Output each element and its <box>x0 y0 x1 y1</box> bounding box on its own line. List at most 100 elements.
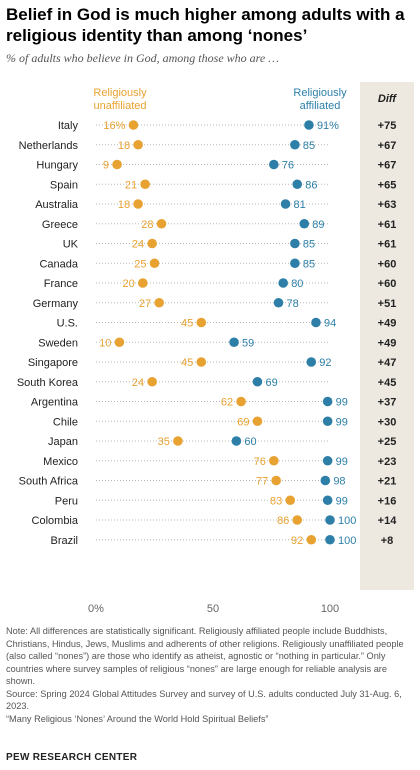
unaffiliated-dot <box>114 337 125 348</box>
unaffiliated-value: 27 <box>139 298 151 310</box>
affiliated-value: 86 <box>305 179 317 191</box>
diff-value: +30 <box>378 416 397 428</box>
unaffiliated-dot <box>236 396 246 407</box>
country-label: Chile <box>53 416 78 428</box>
unaffiliated-dot <box>285 495 296 506</box>
unaffiliated-value: 24 <box>132 239 144 251</box>
affiliated-value: 78 <box>287 298 299 310</box>
affiliated-value: 59 <box>242 337 254 349</box>
unaffiliated-value: 83 <box>270 495 282 507</box>
country-label: Greece <box>42 219 78 231</box>
unaffiliated-value: 18 <box>118 199 130 211</box>
unaffiliated-dot <box>252 416 263 427</box>
row-argentina: Argentina 62 99 +37 <box>31 397 396 409</box>
affiliated-dot <box>306 357 317 367</box>
unaffiliated-dot <box>173 436 183 446</box>
unaffiliated-value: 10 <box>99 337 111 349</box>
affiliated-dot <box>273 297 284 308</box>
row-greece: Greece 28 89 +61 <box>42 219 396 231</box>
diff-value: +45 <box>378 377 397 389</box>
unaffiliated-dot <box>154 297 164 308</box>
unaffiliated-dot <box>147 238 157 249</box>
legend: Religiously unaffiliated Religiously affili… <box>93 87 397 112</box>
affiliated-dot <box>325 515 335 525</box>
row-u-s-: U.S. 45 94 +49 <box>57 318 397 330</box>
notes-section: Note: All differences are statistically … <box>6 625 416 725</box>
unaffiliated-value: 21 <box>125 179 137 191</box>
chart-title: Belief in God is much higher among adult… <box>6 5 405 45</box>
unaffiliated-dot <box>306 534 317 545</box>
country-label: Canada <box>39 258 78 270</box>
unaffiliated-dot <box>138 278 148 288</box>
affiliated-value: 85 <box>303 258 315 270</box>
diff-value: +23 <box>378 456 397 468</box>
dot-plot-chart: Religiously unaffiliated Religiously affili… <box>17 87 398 615</box>
country-label: Italy <box>58 120 79 132</box>
affiliated-value: 69 <box>265 377 277 389</box>
row-france: France 20 80 +60 <box>44 278 397 290</box>
row-mexico: Mexico 76 99 +23 <box>43 456 396 468</box>
row-germany: Germany 27 78 +51 <box>33 298 397 310</box>
unaffiliated-dot <box>156 218 167 229</box>
affiliated-value: 92 <box>319 357 331 369</box>
country-label: Japan <box>48 436 78 448</box>
unaffiliated-dot <box>147 376 157 387</box>
x-tick-label: 0% <box>88 603 104 615</box>
country-label: Germany <box>33 298 79 310</box>
country-label: Colombia <box>32 515 79 527</box>
affiliated-dot <box>231 436 242 446</box>
row-canada: Canada 25 85 +60 <box>39 258 396 270</box>
row-south-africa: South Africa 77 98 +21 <box>19 476 397 488</box>
affiliated-dot <box>322 396 333 407</box>
row-uk: UK 24 85 +61 <box>63 239 397 251</box>
diff-value: +49 <box>378 337 397 349</box>
unaffiliated-dot <box>140 179 150 190</box>
affiliated-dot <box>278 278 289 288</box>
affiliated-dot <box>311 317 321 328</box>
x-axis: 0% 50 100 <box>88 603 339 615</box>
row-australia: Australia 18 81 +63 <box>35 199 396 211</box>
affiliated-dot <box>320 475 331 486</box>
affiliated-dot <box>299 218 310 229</box>
affiliated-value: 76 <box>282 160 294 172</box>
chart-subtitle: % of adults who believe in God, among th… <box>6 51 279 65</box>
unaffiliated-value: 28 <box>141 219 153 231</box>
pew-logo-text: PEW RESEARCH CENTER <box>6 752 138 763</box>
row-chile: Chile 69 99 +30 <box>53 416 396 428</box>
affiliated-value: 94 <box>324 318 336 330</box>
diff-value: +75 <box>378 120 397 132</box>
unaffiliated-dot <box>269 455 279 466</box>
diff-value: +65 <box>378 179 397 191</box>
affiliated-value: 60 <box>244 436 256 448</box>
country-label: Mexico <box>43 456 78 468</box>
affiliated-dot <box>290 258 300 269</box>
legend-diff: Diff <box>378 93 397 105</box>
row-sweden: Sweden 10 59 +49 <box>38 337 396 349</box>
diff-value: +37 <box>378 397 397 409</box>
affiliated-value: 85 <box>303 239 315 251</box>
country-label: Singapore <box>28 357 78 369</box>
country-label: Hungary <box>36 160 78 172</box>
affiliated-value: 100 <box>338 535 356 547</box>
unaffiliated-value: 92 <box>291 535 303 547</box>
diff-value: +8 <box>381 535 394 547</box>
country-label: Sweden <box>38 337 78 349</box>
affiliated-value: 85 <box>303 140 315 152</box>
country-label: Argentina <box>31 397 79 409</box>
affiliated-value: 91% <box>317 120 339 132</box>
affiliated-dot <box>325 534 335 545</box>
legend-affiliated: Religiously affiliated <box>293 87 347 112</box>
unaffiliated-value: 77 <box>256 476 268 488</box>
affiliated-value: 89 <box>312 219 324 231</box>
diff-value: +63 <box>378 199 397 211</box>
diff-value: +21 <box>378 476 397 488</box>
affiliated-dot <box>304 120 314 130</box>
diff-value: +60 <box>378 258 397 270</box>
source-text: Source: Spring 2024 Global Attitudes Sur… <box>6 688 402 712</box>
unaffiliated-value: 45 <box>181 318 193 330</box>
diff-value: +67 <box>378 140 397 152</box>
country-label: South Korea <box>17 377 79 389</box>
affiliated-value: 81 <box>294 199 306 211</box>
country-label: U.S. <box>57 318 78 330</box>
unaffiliated-dot <box>149 258 160 269</box>
